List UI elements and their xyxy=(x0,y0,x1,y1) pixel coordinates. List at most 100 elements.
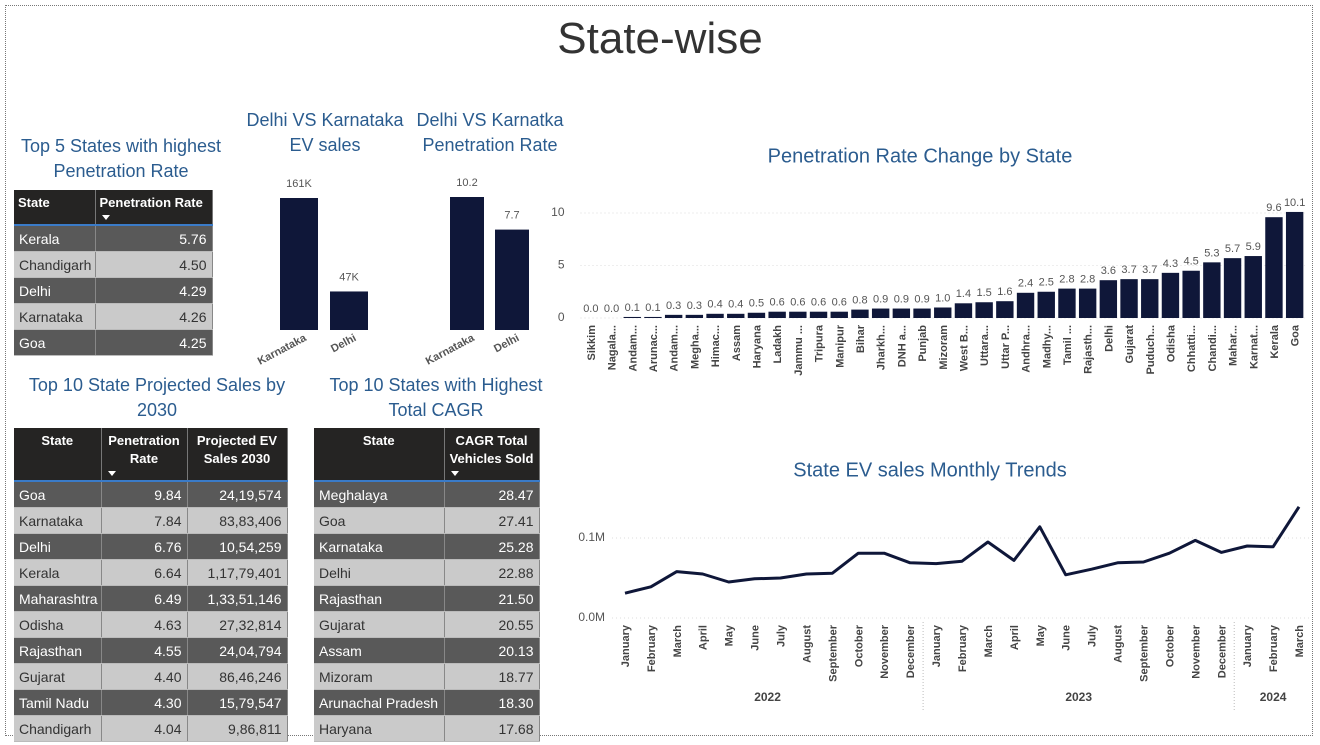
column-header-text: CAGR Total Vehicles Sold xyxy=(449,433,534,466)
bar xyxy=(871,308,890,318)
x-tick-label: DNH a... xyxy=(896,325,908,367)
x-tick-label: November xyxy=(879,624,891,679)
data-table: State Penetration Rate Kerala 5.76 Chandigar… xyxy=(14,190,213,356)
column-header: Penetration Rate xyxy=(95,190,213,226)
x-tick-label: August xyxy=(1113,625,1125,663)
table-cell: 86,46,246 xyxy=(187,663,288,690)
x-tick-label: December xyxy=(905,624,917,678)
visual-title: Top 5 States with highest Penetration Ra… xyxy=(20,136,222,181)
table-row: Mizoram 18.77 xyxy=(314,663,540,690)
x-tick-label: Delhi xyxy=(1103,325,1115,352)
x-tick-label: February xyxy=(1268,624,1280,672)
column-header-text: Projected EV Sales 2030 xyxy=(196,433,278,466)
table-row: Goa 9.84 24,19,574 xyxy=(14,481,288,508)
data-label: 0.5 xyxy=(749,298,764,310)
x-tick-label: February xyxy=(646,624,658,672)
column-header: CAGR Total Vehicles Sold xyxy=(444,428,540,482)
x-tick-label: November xyxy=(1190,624,1202,679)
x-tick-label: February xyxy=(957,624,969,672)
x-tick-label: September xyxy=(1138,624,1150,682)
column-header: Projected EV Sales 2030 xyxy=(187,428,288,482)
table-cell: Chandigarh xyxy=(14,251,96,278)
table-cell: 1,17,79,401 xyxy=(187,559,288,586)
x-tick-label: April xyxy=(1009,625,1021,650)
bar xyxy=(495,229,529,330)
x-tick-label: Punjab xyxy=(917,325,929,362)
table-cell: 7.84 xyxy=(101,507,188,534)
table-row: Gujarat 4.40 86,46,246 xyxy=(14,663,288,690)
table-row: Assam 20.13 xyxy=(314,637,540,664)
table-cell: 17.68 xyxy=(444,715,540,742)
table-cell: 20.13 xyxy=(444,637,540,664)
column-header-text: State xyxy=(18,195,50,210)
table-row: Gujarat 20.55 xyxy=(314,611,540,638)
data-table: State Penetration Rate Projected EV Sales … xyxy=(14,428,288,742)
header-row: State Penetration Rate Projected EV Sales … xyxy=(14,428,288,482)
table-cell: 18.30 xyxy=(444,689,540,716)
bar xyxy=(1078,288,1097,318)
y-tick-label: 10 xyxy=(551,205,565,219)
x-tick-label: Karnataka xyxy=(256,332,309,368)
bar xyxy=(664,314,683,318)
table-cell: Chandigarh xyxy=(14,715,102,742)
visual-title: Delhi VS Karnataka EV sales xyxy=(246,110,404,155)
x-tick-label: June xyxy=(1061,625,1073,651)
bar xyxy=(685,314,704,318)
column-header-text: Penetration Rate xyxy=(99,195,203,210)
x-tick-label: March xyxy=(983,625,995,658)
x-tick-label: January xyxy=(620,624,632,667)
table-cell: Gujarat xyxy=(314,611,445,638)
x-tick-label: Nagala... xyxy=(607,325,619,370)
table-cell: 24,04,794 xyxy=(187,637,288,664)
table-row: Karnataka 7.84 83,83,406 xyxy=(14,507,288,534)
table-cell: 20.55 xyxy=(444,611,540,638)
x-tick-label: Delhi xyxy=(329,332,358,355)
data-label: 10.1 xyxy=(1284,197,1305,209)
bar xyxy=(809,311,828,318)
table-row: Arunachal Pradesh 18.30 xyxy=(314,689,540,716)
x-tick-label: Tripura xyxy=(814,324,826,362)
data-label: 10.2 xyxy=(456,177,477,189)
table-cell: Delhi xyxy=(14,277,96,304)
table-row: Delhi 22.88 xyxy=(314,559,540,586)
table-cell: 21.50 xyxy=(444,585,540,612)
table-cell: 10,54,259 xyxy=(187,533,288,560)
bar xyxy=(768,311,786,318)
sort-arrow xyxy=(107,471,116,476)
x-tick-label: Mizoram xyxy=(938,325,950,370)
bar xyxy=(644,316,662,318)
bar xyxy=(1120,279,1138,318)
column-header: Penetration Rate xyxy=(101,428,188,482)
table-row: Meghalaya 28.47 xyxy=(314,481,540,508)
bar xyxy=(1265,217,1283,318)
data-label: 0.1 xyxy=(625,302,640,314)
y-tick-label: 5 xyxy=(558,258,565,272)
table-row: Karnataka 4.26 xyxy=(14,303,213,330)
bar xyxy=(892,308,911,318)
bar xyxy=(1141,279,1159,318)
y-tick-label: 0.0M xyxy=(578,610,605,624)
table-cell: Rajasthan xyxy=(314,585,445,612)
table-cell: Goa xyxy=(314,507,445,534)
x-group-label: 2022 xyxy=(754,690,781,704)
table-cell: 4.55 xyxy=(101,637,188,664)
bar xyxy=(1099,280,1118,318)
x-tick-label: August xyxy=(801,625,813,663)
x-tick-label: Odisha xyxy=(1165,324,1177,362)
table-cell: 4.25 xyxy=(95,329,213,356)
table-cell: Maharashtra xyxy=(14,585,102,612)
x-tick-label: Bihar xyxy=(855,324,867,353)
line xyxy=(624,505,1301,595)
x-tick-label: Andhra... xyxy=(1021,325,1033,373)
page-title: State-wise xyxy=(557,14,763,63)
table-cell: 27.41 xyxy=(444,507,540,534)
bar xyxy=(830,311,848,318)
y-tick-label: 0 xyxy=(558,310,565,324)
data-label: 0.6 xyxy=(832,297,847,309)
x-tick-label: May xyxy=(724,624,736,646)
data-label: 0.9 xyxy=(894,293,909,305)
x-tick-label: Mahar... xyxy=(1228,325,1240,366)
table-row: Tamil Nadu 4.30 15,79,547 xyxy=(14,689,288,716)
x-tick-label: March xyxy=(672,625,684,658)
x-tick-label: Gujarat xyxy=(1124,325,1136,364)
